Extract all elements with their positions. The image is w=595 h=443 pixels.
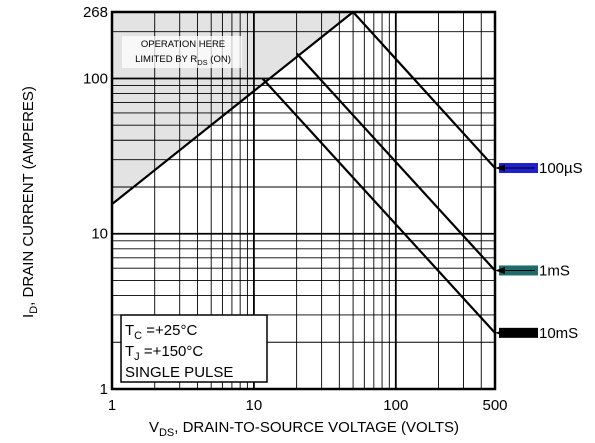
series-label-text: 10mS: [539, 325, 578, 342]
x-tick-labels: 1 10 100 500: [108, 397, 508, 414]
series-lines: [112, 12, 495, 334]
rds-note: OPERATION HERE LIMITED BY RDS (ON): [122, 36, 242, 68]
conditions-box: TC =+25°C TJ =+150°C SINGLE PULSE: [120, 314, 268, 383]
x-tick-label: 1: [108, 397, 116, 414]
rds-note-box: [122, 36, 242, 68]
conditions-frame: [120, 314, 268, 383]
y-axis-label: ID, DRAIN CURRENT (AMPERES): [20, 86, 40, 318]
x-axis-label: VDS, DRAIN-TO-SOURCE VOLTAGE (VOLTS): [149, 419, 459, 439]
series-arrow-head: [495, 329, 505, 337]
rds-note-line2: LIMITED BY RDS (ON): [135, 54, 231, 67]
series-label-10mS: 10mS: [495, 325, 578, 342]
y-tick-label: 1: [100, 381, 108, 398]
rds-note-line1: OPERATION HERE: [141, 39, 225, 50]
x-tick-label: 100: [383, 397, 408, 414]
rds-limit-line: [112, 12, 354, 206]
y-tick-label: 100: [83, 70, 108, 87]
y-tick-label: 10: [91, 226, 108, 243]
series-label-text: 100µS: [539, 160, 583, 177]
series-arrow-head: [495, 164, 505, 172]
series-label-text: 1mS: [539, 262, 570, 279]
tj-condition: TJ =+150°C: [125, 343, 203, 363]
series-label-1mS: 1mS: [495, 262, 570, 279]
series-line-10mS: [261, 77, 495, 334]
pulse-condition: SINGLE PULSE: [125, 364, 233, 381]
y-tick-labels: 1 10 100 268: [83, 4, 108, 398]
plot-frame: [110, 10, 497, 391]
tc-condition: TC =+25°C: [125, 322, 197, 342]
series-label-100µS: 100µS: [495, 160, 583, 177]
series-line-1mS: [295, 52, 495, 272]
grid: [112, 12, 495, 389]
series-line-100µS: [352, 12, 495, 169]
x-tick-label: 10: [246, 397, 263, 414]
x-tick-label: 500: [482, 397, 507, 414]
y-tick-label: 268: [83, 4, 108, 21]
series-labels: 100µS 1mS 10mS: [495, 160, 583, 342]
series-arrow-head: [495, 266, 505, 274]
